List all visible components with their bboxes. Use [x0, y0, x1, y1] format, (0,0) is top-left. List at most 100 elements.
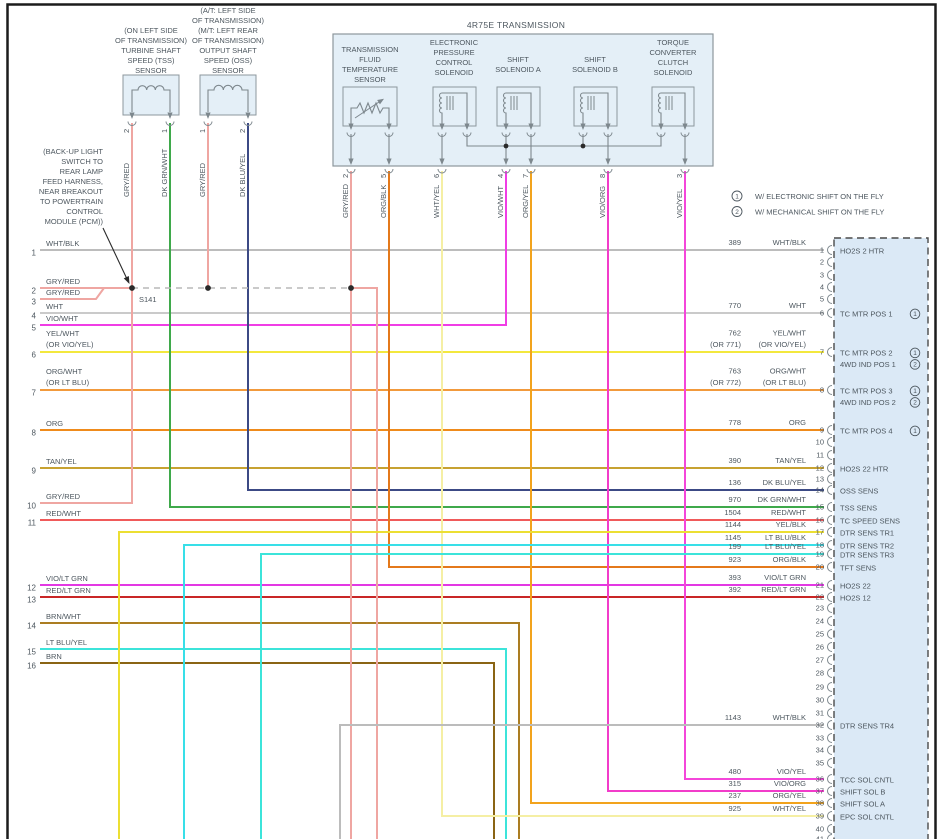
circuit-number: 237: [728, 791, 741, 800]
circuit-color-name: VIO/LT GRN: [764, 573, 806, 582]
circuit-color-name: ORG/YEL: [773, 791, 806, 800]
oss-sensor-caption: (M/T: LEFT REAR: [198, 26, 258, 35]
connector-label-badge: 1: [913, 428, 917, 435]
connector-cup-icon: [165, 121, 175, 126]
circuit-number: 778: [728, 418, 741, 427]
connector-pin-label: DTR SENS TR2: [840, 542, 894, 551]
connector-pin-label: TSS SENS: [840, 504, 877, 513]
sensor-pin-arrow-icon: [129, 112, 135, 119]
tss-sensor-caption: TURBINE SHAFT: [121, 46, 181, 55]
connector-label-badge: 1: [913, 388, 917, 395]
case-pin-number: 3: [675, 174, 684, 178]
connector-pin-number: 24: [816, 617, 824, 626]
left-row-label: RED/WHT: [46, 509, 81, 518]
circuit-color-name: (OR LT BLU): [763, 378, 807, 387]
splice-note: CONTROL: [66, 207, 103, 216]
left-row-label: GRY/RED: [46, 277, 81, 286]
connector-pin-number: 22: [816, 593, 824, 602]
oss-sensor-caption: OF TRANSMISSION): [192, 16, 264, 25]
epc-solenoid-caption: ELECTRONIC: [430, 38, 479, 47]
badge-1-icon: [731, 190, 743, 202]
splice-note: NEAR BREAKOUT: [39, 187, 104, 196]
connector-pin-number: 39: [816, 812, 824, 821]
left-row-label: (OR VIO/YEL): [46, 340, 94, 349]
badge-2-icon: [909, 397, 921, 408]
connector-cup-icon: [827, 245, 833, 255]
connector-pin-number: 2: [820, 258, 824, 267]
circuit-color-name: ORG/WHT: [770, 367, 807, 376]
left-row-number: 5: [32, 324, 37, 333]
connector-pin-number: 35: [816, 759, 824, 768]
solenoid-core-icon: [587, 96, 595, 110]
circuit-number: 970: [728, 495, 741, 504]
inductor-coil-icon: [131, 85, 171, 112]
tcc-solenoid-caption: CLUTCH: [658, 58, 688, 67]
oss-sensor-box: [199, 74, 257, 116]
wire-199: [260, 553, 824, 839]
left-row-label: YEL/WHT: [46, 329, 80, 338]
connector-pin-label: TC SPEED SENS: [840, 517, 900, 526]
left-row-label: WHT: [46, 302, 63, 311]
connector-cup-icon: [827, 668, 833, 678]
wire-splice-branch: [351, 287, 378, 839]
connector-cup-icon: [827, 437, 833, 447]
left-row-label: BRN: [46, 652, 62, 661]
circuit-number: (OR 771): [710, 340, 741, 349]
connector-pin-label: DTR SENS TR3: [840, 551, 894, 560]
circuit-number: 763: [728, 367, 741, 376]
connector-label-badge: 1: [913, 311, 917, 318]
legend-item-mechanical-shift: 2 W/ MECHANICAL SHIFT ON THE FLY: [731, 206, 884, 217]
solenoid-coil-icon: [502, 92, 532, 126]
thermistor-arrow-line: [354, 99, 383, 119]
sensor-pin-number: 1: [198, 129, 207, 133]
left-row-label: VIO/LT GRN: [46, 574, 88, 583]
connector-cup-icon: [827, 463, 833, 473]
connector-cup-icon: [827, 580, 833, 590]
case-pin-number: 2: [341, 174, 350, 178]
sensor-pin-number: 1: [160, 129, 169, 133]
left-row-number: 1: [32, 249, 37, 258]
solenoid-coil-icon: [438, 92, 468, 126]
splice-note: TO POWERTRAIN: [40, 197, 103, 206]
legend-text: W/ MECHANICAL SHIFT ON THE FLY: [755, 207, 884, 216]
pin-arrow-icon: [439, 123, 445, 130]
connector-pin-number: 34: [816, 746, 824, 755]
junction-dot: [348, 285, 354, 291]
connector-pin-number: 23: [816, 604, 824, 613]
case-pin-wire-label: VIO/YEL: [675, 189, 684, 218]
connector-cup-icon: [127, 121, 137, 126]
connector-cup-icon: [827, 562, 833, 572]
legend-badge: 2: [735, 209, 739, 216]
connector-pin-number: 4: [820, 283, 824, 292]
connector-pin-number: 14: [816, 486, 824, 495]
case-exit-arrow-icon: [605, 158, 611, 165]
connector-pin-number: 16: [816, 516, 824, 525]
sensor-pin-number: 2: [122, 129, 131, 133]
circuit-color-name: DK BLU/YEL: [763, 478, 806, 487]
connector-cup-icon: [827, 733, 833, 743]
connector-pin-label: EPC SOL CNTL: [840, 813, 894, 822]
circuit-number: 136: [728, 478, 741, 487]
circuit-color-name: YEL/BLK: [776, 520, 806, 529]
case-exit-arrow-icon: [528, 158, 534, 165]
tss-sensor-caption: SPEED (TSS): [127, 56, 175, 65]
circuit-color-name: DK GRN/WHT: [758, 495, 807, 504]
connector-pin-label: SHIFT SOL B: [840, 788, 885, 797]
connector-cup-icon: [827, 347, 833, 357]
circuit-number: 315: [728, 779, 741, 788]
connector-pin-number: 26: [816, 643, 824, 652]
oss-sensor-caption: (A/T: LEFT SIDE: [200, 6, 255, 15]
circuit-number: 923: [728, 555, 741, 564]
wire-row14: [40, 622, 520, 839]
circuit-color-name: VIO/YEL: [777, 767, 806, 776]
connector-cup-icon: [827, 502, 833, 512]
wire-1145: [183, 544, 824, 839]
splice-note: SWITCH TO: [61, 157, 103, 166]
connector-cup-icon: [827, 745, 833, 755]
epc-solenoid-caption: SOLENOID: [435, 68, 474, 77]
connector-pin-number: 33: [816, 734, 824, 743]
connector-pin-number: 36: [816, 775, 824, 784]
connector-cup-icon: [827, 708, 833, 718]
junction-dot: [205, 285, 211, 291]
